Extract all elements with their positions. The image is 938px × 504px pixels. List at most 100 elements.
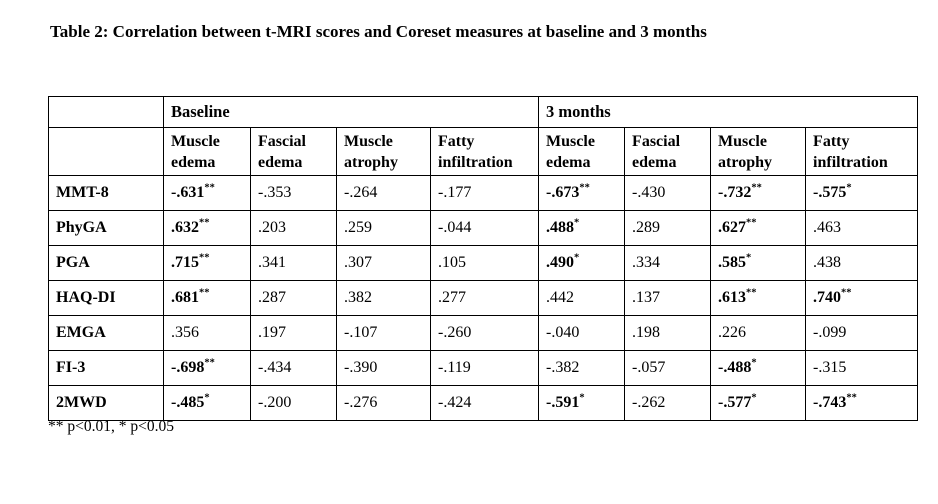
correlation-value: .341: [258, 254, 286, 271]
correlation-value: -.485: [171, 394, 205, 411]
significance-marker: **: [204, 182, 215, 194]
correlation-value: -.732: [718, 184, 752, 201]
correlation-value: -.353: [258, 184, 292, 201]
correlation-cell: -.390: [336, 350, 431, 386]
correlation-value: .105: [438, 254, 466, 271]
correlation-value: -.264: [344, 184, 378, 201]
correlation-cell: -.424: [429, 385, 540, 421]
correlation-cell: .488*: [538, 210, 626, 246]
correlation-cell: .382: [336, 280, 431, 316]
row-label: FI-3: [48, 350, 164, 386]
corner-cell: [48, 96, 164, 128]
significance-marker: **: [751, 182, 762, 194]
correlation-cell: -.107: [336, 315, 431, 351]
correlation-cell: -.057: [624, 350, 712, 386]
significance-marker: *: [846, 182, 852, 194]
correlation-cell: -.673**: [538, 175, 626, 211]
correlation-value: -.382: [546, 359, 580, 376]
significance-marker: *: [751, 392, 757, 404]
correlation-value: .307: [344, 254, 372, 271]
correlation-cell: -.631**: [163, 175, 251, 211]
correlation-value: .632: [171, 219, 199, 236]
correlation-cell: .137: [624, 280, 712, 316]
correlation-value: .613: [718, 289, 747, 306]
correlation-value: -.044: [438, 219, 472, 236]
correlation-cell: -.177: [429, 175, 540, 211]
correlation-cell: .307: [336, 245, 431, 281]
correlation-value: -.057: [632, 359, 666, 376]
correlation-cell: .277: [429, 280, 540, 316]
correlation-value: -.575: [813, 184, 847, 201]
correlation-value: .289: [632, 219, 661, 236]
significance-marker: **: [746, 287, 757, 299]
correlation-value: .197: [258, 324, 286, 341]
correlation-value: .490: [546, 254, 575, 271]
correlation-cell: .442: [538, 280, 626, 316]
correlation-cell: -.698**: [163, 350, 251, 386]
correlation-value: .438: [813, 254, 842, 271]
correlation-value: -.107: [344, 324, 378, 341]
correlation-cell: -.575*: [805, 175, 919, 211]
correlation-value: .277: [438, 289, 466, 306]
correlation-cell: .334: [624, 245, 712, 281]
correlation-value: -.276: [344, 394, 378, 411]
significance-marker: **: [199, 252, 210, 264]
correlation-cell: .715**: [163, 245, 251, 281]
correlation-cell: -.434: [250, 350, 337, 386]
correlation-value: .382: [344, 289, 372, 306]
correlation-value: -.390: [344, 359, 378, 376]
correlation-value: .356: [171, 324, 199, 341]
significance-footnote: ** p<0.01, * p<0.05: [48, 418, 174, 435]
col-header-baseline-muscle-atrophy: Muscle atrophy: [336, 127, 431, 176]
correlation-value: .585: [718, 254, 747, 271]
table-row: 2MWD -.485* -.200 -.276 -.424 -.591* -.262 -.57…: [48, 385, 919, 421]
correlation-cell: -.353: [250, 175, 337, 211]
correlation-value: .715: [171, 254, 199, 271]
correlation-cell: .740**: [805, 280, 919, 316]
significance-marker: **: [846, 392, 857, 404]
significance-marker: *: [579, 392, 585, 404]
table-body: MMT-8 -.631** -.353 -.264 -.177 -.673** -.430-…: [48, 175, 919, 421]
correlation-cell: -.040: [538, 315, 626, 351]
correlation-value: .287: [258, 289, 286, 306]
correlation-cell: .356: [163, 315, 251, 351]
correlation-value: -.040: [546, 324, 580, 341]
significance-marker: *: [204, 392, 210, 404]
table-row: PhyGA .632** .203.259 -.044.488* .289.627**.…: [48, 210, 919, 246]
correlation-value: -.743: [813, 394, 847, 411]
correlation-value: .740: [813, 289, 842, 306]
correlation-value: .681: [171, 289, 199, 306]
correlation-value: .627: [718, 219, 747, 236]
correlation-value: .198: [632, 324, 661, 341]
significance-marker: **: [204, 357, 215, 369]
correlation-value: -.434: [258, 359, 292, 376]
correlation-cell: -.099: [805, 315, 919, 351]
correlation-cell: -.262: [624, 385, 712, 421]
table-row: MMT-8 -.631** -.353 -.264 -.177 -.673** -.430-…: [48, 175, 919, 211]
correlation-cell: -.577*: [710, 385, 807, 421]
significance-marker: **: [199, 217, 210, 229]
correlation-cell: -.485*: [163, 385, 251, 421]
significance-marker: *: [746, 252, 752, 264]
correlation-cell: -.382: [538, 350, 626, 386]
correlation-cell: .632**: [163, 210, 251, 246]
correlation-cell: .585*: [710, 245, 807, 281]
correlation-cell: -.264: [336, 175, 431, 211]
correlation-value: -.177: [438, 184, 472, 201]
correlation-value: .203: [258, 219, 286, 236]
correlation-cell: .259: [336, 210, 431, 246]
col-header-baseline-muscle-edema: Muscle edema: [163, 127, 251, 176]
correlation-cell: -.430: [624, 175, 712, 211]
col-header-baseline-fatty-infiltration: Fatty infiltration: [429, 127, 540, 176]
col-header-3months-muscle-edema: Muscle edema: [538, 127, 626, 176]
table-row: EMGA .356 .197 -.107 -.260 -.040 .198 .226 -.099: [48, 315, 919, 351]
correlation-value: -.698: [171, 359, 205, 376]
correlation-value: -.099: [813, 324, 847, 341]
correlation-cell: .289: [624, 210, 712, 246]
correlation-table: Baseline 3 months Muscle edema Fascial e…: [48, 96, 919, 421]
col-header-3months-muscle-atrophy: Muscle atrophy: [710, 127, 807, 176]
correlation-value: -.119: [438, 359, 471, 376]
correlation-cell: -.119: [429, 350, 540, 386]
significance-marker: *: [751, 357, 757, 369]
correlation-cell: -.200: [250, 385, 337, 421]
